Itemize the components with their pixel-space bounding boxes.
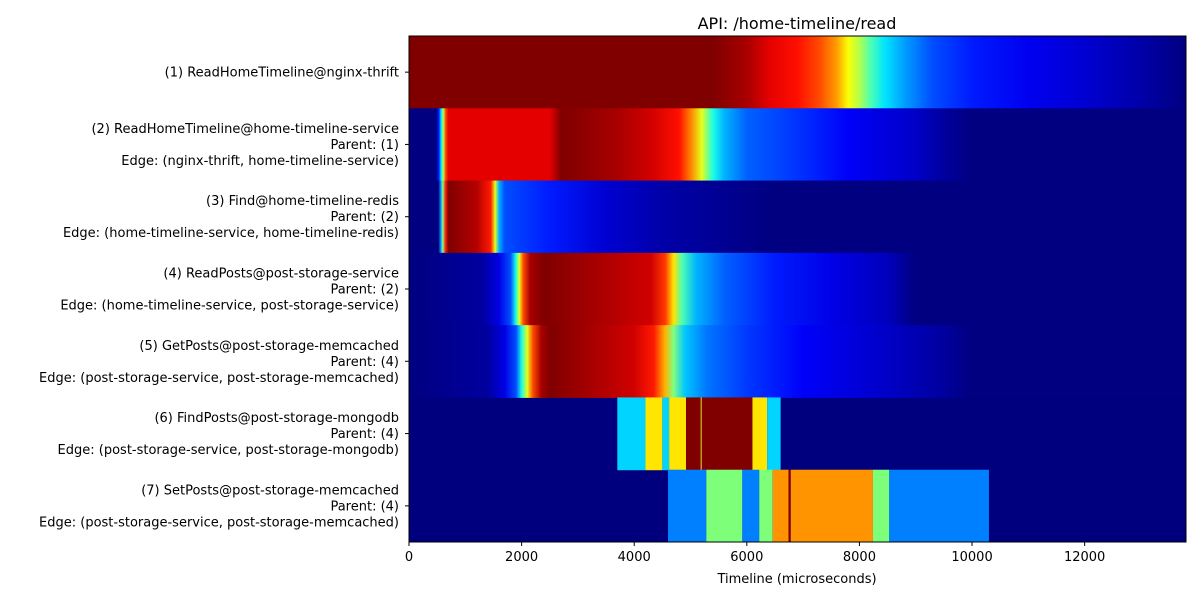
row-label-7-line-3: Edge: (post-storage-service, post-storag…	[39, 515, 399, 530]
row-label-1-line-1: (1) ReadHomeTimeline@nginx-thrift	[165, 66, 399, 81]
x-tick-label-2000: 2000	[505, 550, 538, 565]
plot-area	[409, 36, 1186, 543]
heatmap-row-7-segment-4	[759, 469, 773, 543]
heatmap-row-6-segment-2	[645, 397, 663, 471]
x-axis: 0 2000 4000 6000 8000 10000 12000	[405, 542, 1105, 565]
row-label-2-line-1: (2) ReadHomeTimeline@home-timeline-servi…	[91, 122, 399, 137]
x-tick-label-0: 0	[405, 550, 413, 565]
x-tick-label-4000: 4000	[618, 550, 651, 565]
heatmap-row-6-segment-4	[669, 397, 687, 471]
row-label-3-line-3: Edge: (home-timeline-service, home-timel…	[63, 226, 399, 241]
heatmap-row-4	[409, 252, 1186, 326]
row-label-5-line-3: Edge: (post-storage-service, post-storag…	[39, 371, 399, 386]
row-labels: (1) ReadHomeTimeline@nginx-thrift (2) Rea…	[39, 66, 409, 530]
heatmap-row-7-segment-1	[668, 469, 707, 543]
heatmap-row-1	[409, 36, 1186, 109]
x-axis-label: Timeline (microseconds)	[716, 572, 876, 587]
row-label-4-line-3: Edge: (home-timeline-service, post-stora…	[60, 299, 399, 314]
x-tick-label-12000: 12000	[1064, 550, 1105, 565]
row-label-6-line-2: Parent: (4)	[330, 427, 399, 442]
heatmap-row-7-segment-3	[742, 469, 760, 543]
row-label-2-line-3: Edge: (nginx-thrift, home-timeline-servi…	[121, 154, 399, 169]
heatmap-row-7-segment-8	[872, 469, 890, 543]
heatmap-row-2	[409, 108, 1186, 182]
chart-title: API: /home-timeline/read	[698, 14, 897, 33]
heatmap-row-3	[409, 180, 1186, 254]
x-tick-label-10000: 10000	[951, 550, 992, 565]
row-label-6-line-3: Edge: (post-storage-service, post-storag…	[58, 443, 399, 458]
heatmap-row-6-segment-8	[752, 397, 768, 471]
row-label-7-line-1: (7) SetPosts@post-storage-memcached	[141, 483, 399, 498]
heatmap-row-7-segment-2	[706, 469, 743, 543]
row-label-6-line-1: (6) FindPosts@post-storage-mongodb	[154, 411, 399, 426]
x-tick-label-8000: 8000	[843, 550, 876, 565]
row-label-5-line-2: Parent: (4)	[330, 355, 399, 370]
heatmap-row-6-segment-5	[686, 397, 701, 471]
row-label-7-line-2: Parent: (4)	[330, 499, 399, 514]
row-label-5-line-1: (5) GetPosts@post-storage-memcached	[139, 339, 399, 354]
heatmap-row-6-segment-6	[700, 397, 702, 471]
row-label-4-line-1: (4) ReadPosts@post-storage-service	[163, 267, 399, 282]
row-label-3-line-2: Parent: (2)	[330, 210, 399, 225]
heatmap-row-7-segment-7	[790, 469, 873, 543]
heatmap-row-6-segment-7	[701, 397, 753, 471]
row-label-4-line-2: Parent: (2)	[330, 283, 399, 298]
x-tick-label-6000: 6000	[730, 550, 763, 565]
heatmap-row-6-segment-1	[617, 397, 646, 471]
row-label-3-line-1: (3) Find@home-timeline-redis	[206, 194, 399, 209]
heatmap-row-7-segment-5	[772, 469, 789, 543]
row-label-2-line-2: Parent: (1)	[330, 138, 399, 153]
heatmap-row-6-segment-3	[662, 397, 670, 471]
plot-frame	[408, 35, 1187, 543]
heatmap-row-7-segment-9	[889, 469, 989, 543]
heatmap-row-7-segment-6	[788, 469, 791, 543]
heatmap-row-5	[409, 325, 1186, 398]
heatmap-row-6-segment-9	[767, 397, 781, 471]
